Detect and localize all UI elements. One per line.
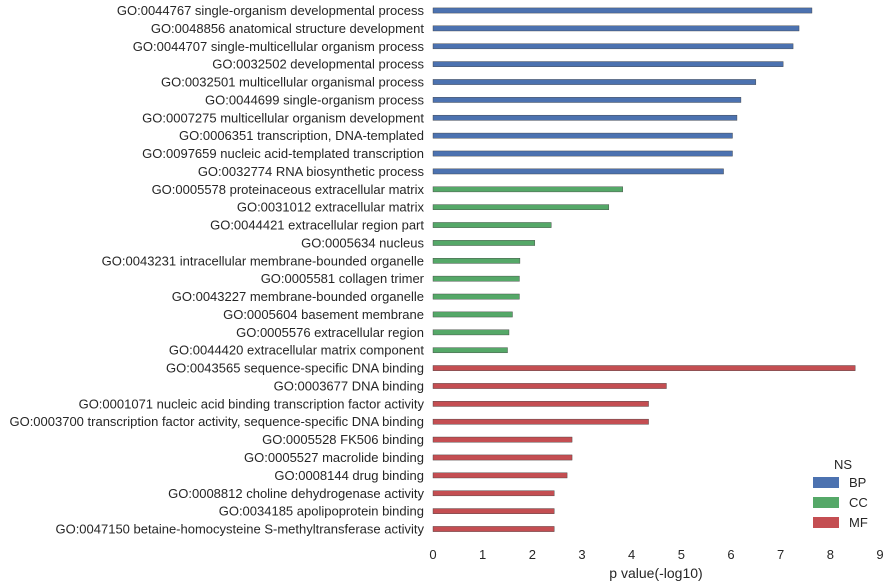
category-label: GO:0044707 single-multicellular organism… <box>133 39 425 54</box>
bar-cc <box>432 293 520 300</box>
category-label: GO:0032501 multicellular organismal proc… <box>161 75 425 90</box>
category-label: GO:0005581 collagen trimer <box>261 271 425 286</box>
category-label: GO:0097659 nucleic acid-templated transc… <box>142 146 424 161</box>
bar-cc <box>432 311 513 318</box>
category-label: GO:0043231 intracellular membrane-bounde… <box>102 253 424 268</box>
x-axis-title: p value(-log10) <box>609 565 702 581</box>
bar-mf <box>432 472 568 479</box>
x-tick-label: 1 <box>479 547 486 562</box>
bar-mf <box>432 436 573 443</box>
bar-cc <box>432 204 610 210</box>
legend-label-cc: CC <box>849 495 868 510</box>
bar-bp <box>432 132 733 139</box>
category-label: GO:0001071 nucleic acid binding transcri… <box>79 396 425 411</box>
legend-swatch-mf <box>813 517 839 528</box>
bar-mf <box>432 383 667 389</box>
x-tick-label: 4 <box>628 547 635 562</box>
category-label: GO:0031012 extracellular matrix <box>237 200 425 215</box>
bar-mf <box>432 526 555 532</box>
category-label: GO:0005578 proteinaceous extracellular m… <box>152 182 425 197</box>
legend-label-mf: MF <box>849 515 868 530</box>
bar-bp <box>432 79 757 85</box>
x-tick-label: 8 <box>827 547 834 562</box>
category-label: GO:0005527 macrolide binding <box>244 450 424 465</box>
bar-cc <box>432 186 623 193</box>
category-label: GO:0008812 choline dehydrogenase activit… <box>168 486 424 501</box>
bar-mf <box>432 365 856 371</box>
category-label: GO:0043227 membrane-bounded organelle <box>172 289 424 304</box>
bar-bp <box>432 114 738 121</box>
category-label: GO:0008144 drug binding <box>274 468 424 483</box>
category-label: GO:0005576 extracellular region <box>236 325 424 340</box>
category-label: GO:0032774 RNA biosynthetic process <box>198 164 425 179</box>
category-label: GO:0047150 betaine-homocysteine S-methyl… <box>55 522 424 537</box>
bar-mf <box>432 418 649 425</box>
bar-bp <box>432 97 742 103</box>
bar-mf <box>432 401 649 407</box>
x-tick-label: 5 <box>678 547 685 562</box>
category-label: GO:0034185 apolipoprotein binding <box>219 504 424 519</box>
category-label: GO:0044699 single-organism process <box>205 92 424 107</box>
bar-mf <box>432 454 573 461</box>
legend-swatch-cc <box>813 497 839 508</box>
category-label: GO:0044421 extracellular region part <box>210 218 424 233</box>
category-label: GO:0043565 sequence-specific DNA binding <box>166 361 424 376</box>
category-label: GO:0003700 transcription factor activity… <box>9 414 424 429</box>
category-label: GO:0005604 basement membrane <box>223 307 424 322</box>
x-tick-label: 9 <box>876 547 883 562</box>
x-axis-ticks: 0 1 2 3 4 5 6 7 8 9 <box>429 547 883 562</box>
x-tick-label: 3 <box>578 547 585 562</box>
x-tick-label: 6 <box>727 547 734 562</box>
category-label: GO:0005634 nucleus <box>301 235 424 250</box>
category-label: GO:0044420 extracellular matrix componen… <box>169 343 424 358</box>
bar-bp <box>432 25 800 32</box>
legend-swatch-bp <box>813 477 839 488</box>
category-labels: GO:0044767 single-organism developmental… <box>9 3 424 537</box>
category-label: GO:0003677 DNA binding <box>274 378 424 393</box>
category-label: GO:0005528 FK506 binding <box>262 432 424 447</box>
bar-bp <box>432 150 733 157</box>
bar-bp <box>432 61 784 67</box>
bar-bp <box>432 168 724 175</box>
category-label: GO:0032502 developmental process <box>212 57 424 72</box>
bar-cc <box>432 329 510 336</box>
legend: NS BP CC MF <box>813 457 868 530</box>
x-tick-label: 0 <box>429 547 436 562</box>
bar-mf <box>432 490 555 497</box>
bar-cc <box>432 347 508 354</box>
bar-mf <box>432 508 555 514</box>
bar-bp <box>432 43 794 50</box>
bars-group <box>432 7 856 532</box>
x-tick-label: 2 <box>529 547 536 562</box>
category-label: GO:0006351 transcription, DNA-templated <box>179 128 424 143</box>
category-label: GO:0044767 single-organism developmental… <box>117 3 425 18</box>
bar-cc <box>432 258 521 264</box>
legend-label-bp: BP <box>849 475 866 490</box>
category-label: GO:0048856 anatomical structure developm… <box>151 21 425 36</box>
legend-title: NS <box>834 457 852 472</box>
bar-cc <box>432 240 536 246</box>
category-label: GO:0007275 multicellular organism develo… <box>142 110 424 125</box>
x-tick-label: 7 <box>777 547 784 562</box>
bar-cc <box>432 275 520 282</box>
bar-cc <box>432 222 552 228</box>
bar-bp <box>432 7 813 14</box>
